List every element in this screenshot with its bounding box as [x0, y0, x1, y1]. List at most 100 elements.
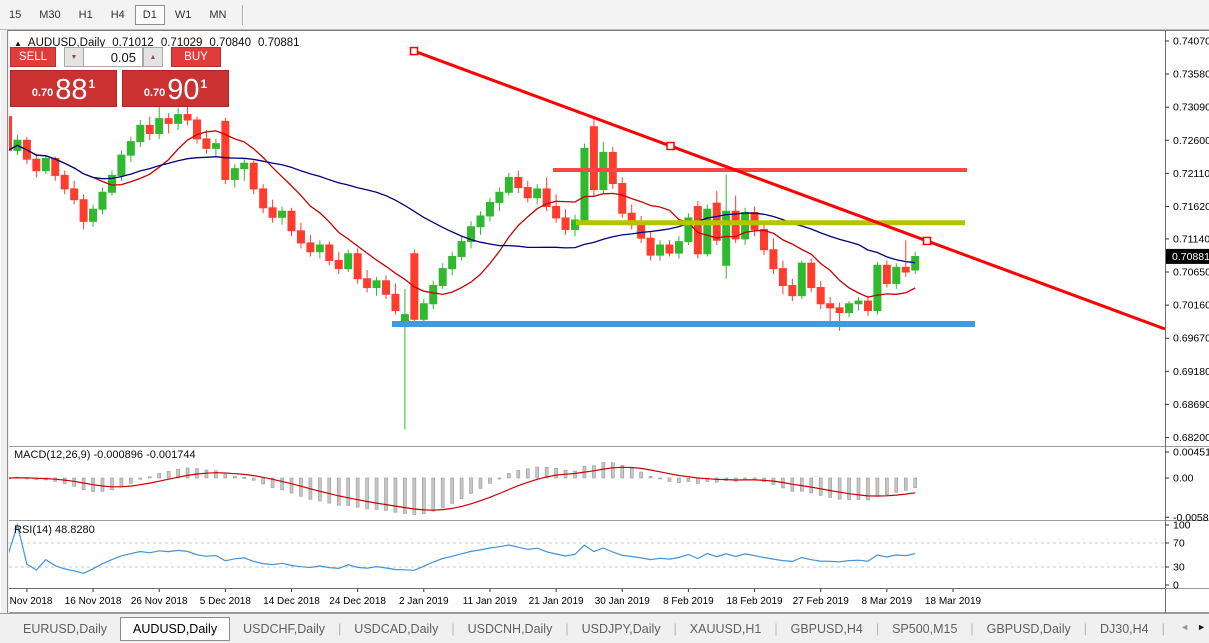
macd-signal-line [9, 466, 916, 511]
chart-tab-USDCNH-Daily[interactable]: USDCNH,Daily [467, 622, 553, 636]
svg-text:0.69670: 0.69670 [1173, 333, 1209, 345]
svg-text:0.73580: 0.73580 [1173, 69, 1209, 81]
toolbar-separator [242, 4, 245, 25]
current-price-box [1166, 248, 1209, 264]
chart-tab-EURUSD-Daily[interactable]: EURUSD,Daily [23, 622, 108, 636]
svg-text:30: 30 [1173, 562, 1185, 574]
chart-tab-DJ30-H4[interactable]: DJ30,H4 [1099, 622, 1149, 636]
price-chart-canvas[interactable]: 0.74070 0.73580 0.73090 0.72600 0.72110 0.716… [9, 31, 1209, 613]
ask-price-button[interactable]: 0.70 90 1 [122, 70, 229, 107]
chart-tab-XAUUSD-H1[interactable]: XAUUSD,H1 [689, 622, 762, 636]
slow-ma-line [9, 144, 916, 264]
trendline-handle [922, 236, 932, 246]
date-axis: 7 Nov 2018 16 Nov 2018 26 Nov 2018 5 Dec 20… [9, 588, 1165, 607]
volume-decrease-button[interactable]: ▼ [64, 47, 84, 67]
tab-scroll-left-icon[interactable]: ◄ [1180, 622, 1190, 632]
spacer [56, 47, 64, 67]
price-axis: 0.74070 0.73580 0.73090 0.72600 0.72110 0.716… [1165, 31, 1209, 613]
tab-separator: | [338, 622, 342, 636]
timeframe-button-H1[interactable]: H1 [78, 8, 93, 21]
spacer [163, 47, 171, 67]
svg-text:-0.00589: -0.00589 [1173, 512, 1209, 524]
tab-separator: | [673, 622, 677, 636]
volume-increase-button[interactable]: ▲ [143, 47, 163, 67]
svg-text:0: 0 [1173, 580, 1179, 592]
svg-text:7 Nov 2018: 7 Nov 2018 [9, 596, 53, 607]
svg-text:0.69180: 0.69180 [1173, 366, 1209, 378]
svg-text:27 Feb 2019: 27 Feb 2019 [793, 596, 850, 607]
chart-open-value: 0.71012 [112, 37, 154, 49]
svg-text:0.74070: 0.74070 [1173, 35, 1209, 47]
svg-text:18 Mar 2019: 18 Mar 2019 [925, 596, 982, 607]
svg-text:21 Jan 2019: 21 Jan 2019 [529, 596, 584, 607]
svg-text:0.70881: 0.70881 [1172, 251, 1209, 263]
chart-tab-USDCAD-Daily[interactable]: USDCAD,Daily [354, 622, 439, 636]
chart-tab-USDJPY-Daily[interactable]: USDJPY,Daily [581, 622, 661, 636]
chart-close-value: 0.70881 [257, 37, 300, 49]
svg-text:16 Nov 2018: 16 Nov 2018 [65, 596, 122, 607]
chart-tab-SP500-M15[interactable]: SP500,M15 [892, 622, 958, 636]
macd-panel [9, 462, 918, 515]
tab-separator: | [970, 622, 974, 636]
svg-text:0.71620: 0.71620 [1173, 201, 1209, 213]
collapse-triangle-icon[interactable]: ▲ [14, 38, 22, 48]
trendline-handle [666, 141, 675, 151]
bid-price-button[interactable]: 0.70 88 1 [10, 70, 117, 107]
sell-button[interactable]: SELL [10, 47, 56, 67]
tab-separator: | [565, 622, 569, 636]
tab-separator: | [451, 622, 455, 636]
timeframe-button-MN[interactable]: MN [209, 8, 227, 21]
chart-tab-GBPUSD-H4[interactable]: GBPUSD,H4 [790, 622, 863, 636]
svg-text:8 Feb 2019: 8 Feb 2019 [663, 596, 714, 607]
bid-price-big-digits: 88 [55, 74, 88, 106]
timeframe-button-H4[interactable]: H4 [110, 8, 125, 21]
window-top-border [8, 30, 1209, 31]
svg-text:18 Feb 2019: 18 Feb 2019 [726, 596, 783, 607]
svg-text:0.68200: 0.68200 [1173, 432, 1209, 444]
svg-text:70: 70 [1173, 538, 1185, 550]
chart-tab-AUDUSD-Daily[interactable]: AUDUSD,Daily [120, 617, 231, 641]
svg-text:0.70650: 0.70650 [1173, 267, 1209, 279]
bid-price-prefix: 0.70 [31, 87, 54, 99]
timeframe-button-W1[interactable]: W1 [174, 8, 192, 21]
ask-price-pipette: 1 [200, 77, 208, 91]
svg-text:0.68690: 0.68690 [1173, 399, 1209, 411]
svg-text:0.72600: 0.72600 [1173, 135, 1209, 147]
volume-input[interactable]: 0.05 [84, 47, 143, 67]
tab-scroll-arrows: ◄ ► [1176, 622, 1206, 632]
timeframe-toolbar: 15 M30 H1 H4 D1 W1 MN [0, 0, 1209, 30]
timeframe-button-M30[interactable]: M30 [39, 8, 61, 21]
svg-text:5 Dec 2018: 5 Dec 2018 [200, 596, 252, 607]
timeframe-button-D1[interactable]: D1 [134, 4, 165, 25]
svg-text:11 Jan 2019: 11 Jan 2019 [463, 596, 518, 607]
tab-separator: | [875, 622, 880, 636]
svg-text:0.73090: 0.73090 [1173, 102, 1209, 114]
rsi-indicator-label: RSI(14) 48.8280 [14, 524, 95, 536]
svg-text:0.004517: 0.004517 [1173, 447, 1209, 459]
macd-indicator-label: MACD(12,26,9) -0.000896 -0.001744 [14, 449, 196, 461]
one-click-trading-panel: SELL ▼ 0.05 ▲ BUY 0.70 88 1 0.70 90 1 [10, 47, 229, 107]
tab-separator: | [1161, 622, 1165, 636]
chart-tab-GBPUSD-Daily[interactable]: GBPUSD,Daily [986, 622, 1071, 636]
chart-high-value: 0.71029 [160, 37, 203, 49]
svg-text:0.71140: 0.71140 [1173, 233, 1209, 245]
fast-ma-line [9, 130, 916, 298]
ask-price-prefix: 0.70 [143, 87, 166, 99]
svg-text:100: 100 [1173, 520, 1191, 532]
bid-price-pipette: 1 [88, 77, 96, 91]
tab-separator: | [774, 622, 778, 636]
svg-text:26 Nov 2018: 26 Nov 2018 [131, 596, 188, 607]
trendline-handle [409, 46, 419, 56]
chart-tab-USDCHF-Daily[interactable]: USDCHF,Daily [243, 622, 326, 636]
buy-button[interactable]: BUY [171, 47, 221, 67]
svg-text:2 Jan 2019: 2 Jan 2019 [399, 596, 449, 607]
svg-text:24 Dec 2018: 24 Dec 2018 [329, 596, 386, 607]
rsi-line [9, 522, 916, 575]
tab-scroll-right-icon[interactable]: ► [1197, 622, 1206, 632]
svg-text:0.00: 0.00 [1173, 473, 1194, 485]
svg-text:0.70160: 0.70160 [1173, 300, 1209, 312]
chart-low-value: 0.70840 [209, 37, 251, 49]
chart-title: ▲ AUDUSD,Daily 0.71012 0.71029 0.70840 0… [14, 37, 307, 49]
timeframe-button-15[interactable]: 15 [9, 8, 22, 21]
